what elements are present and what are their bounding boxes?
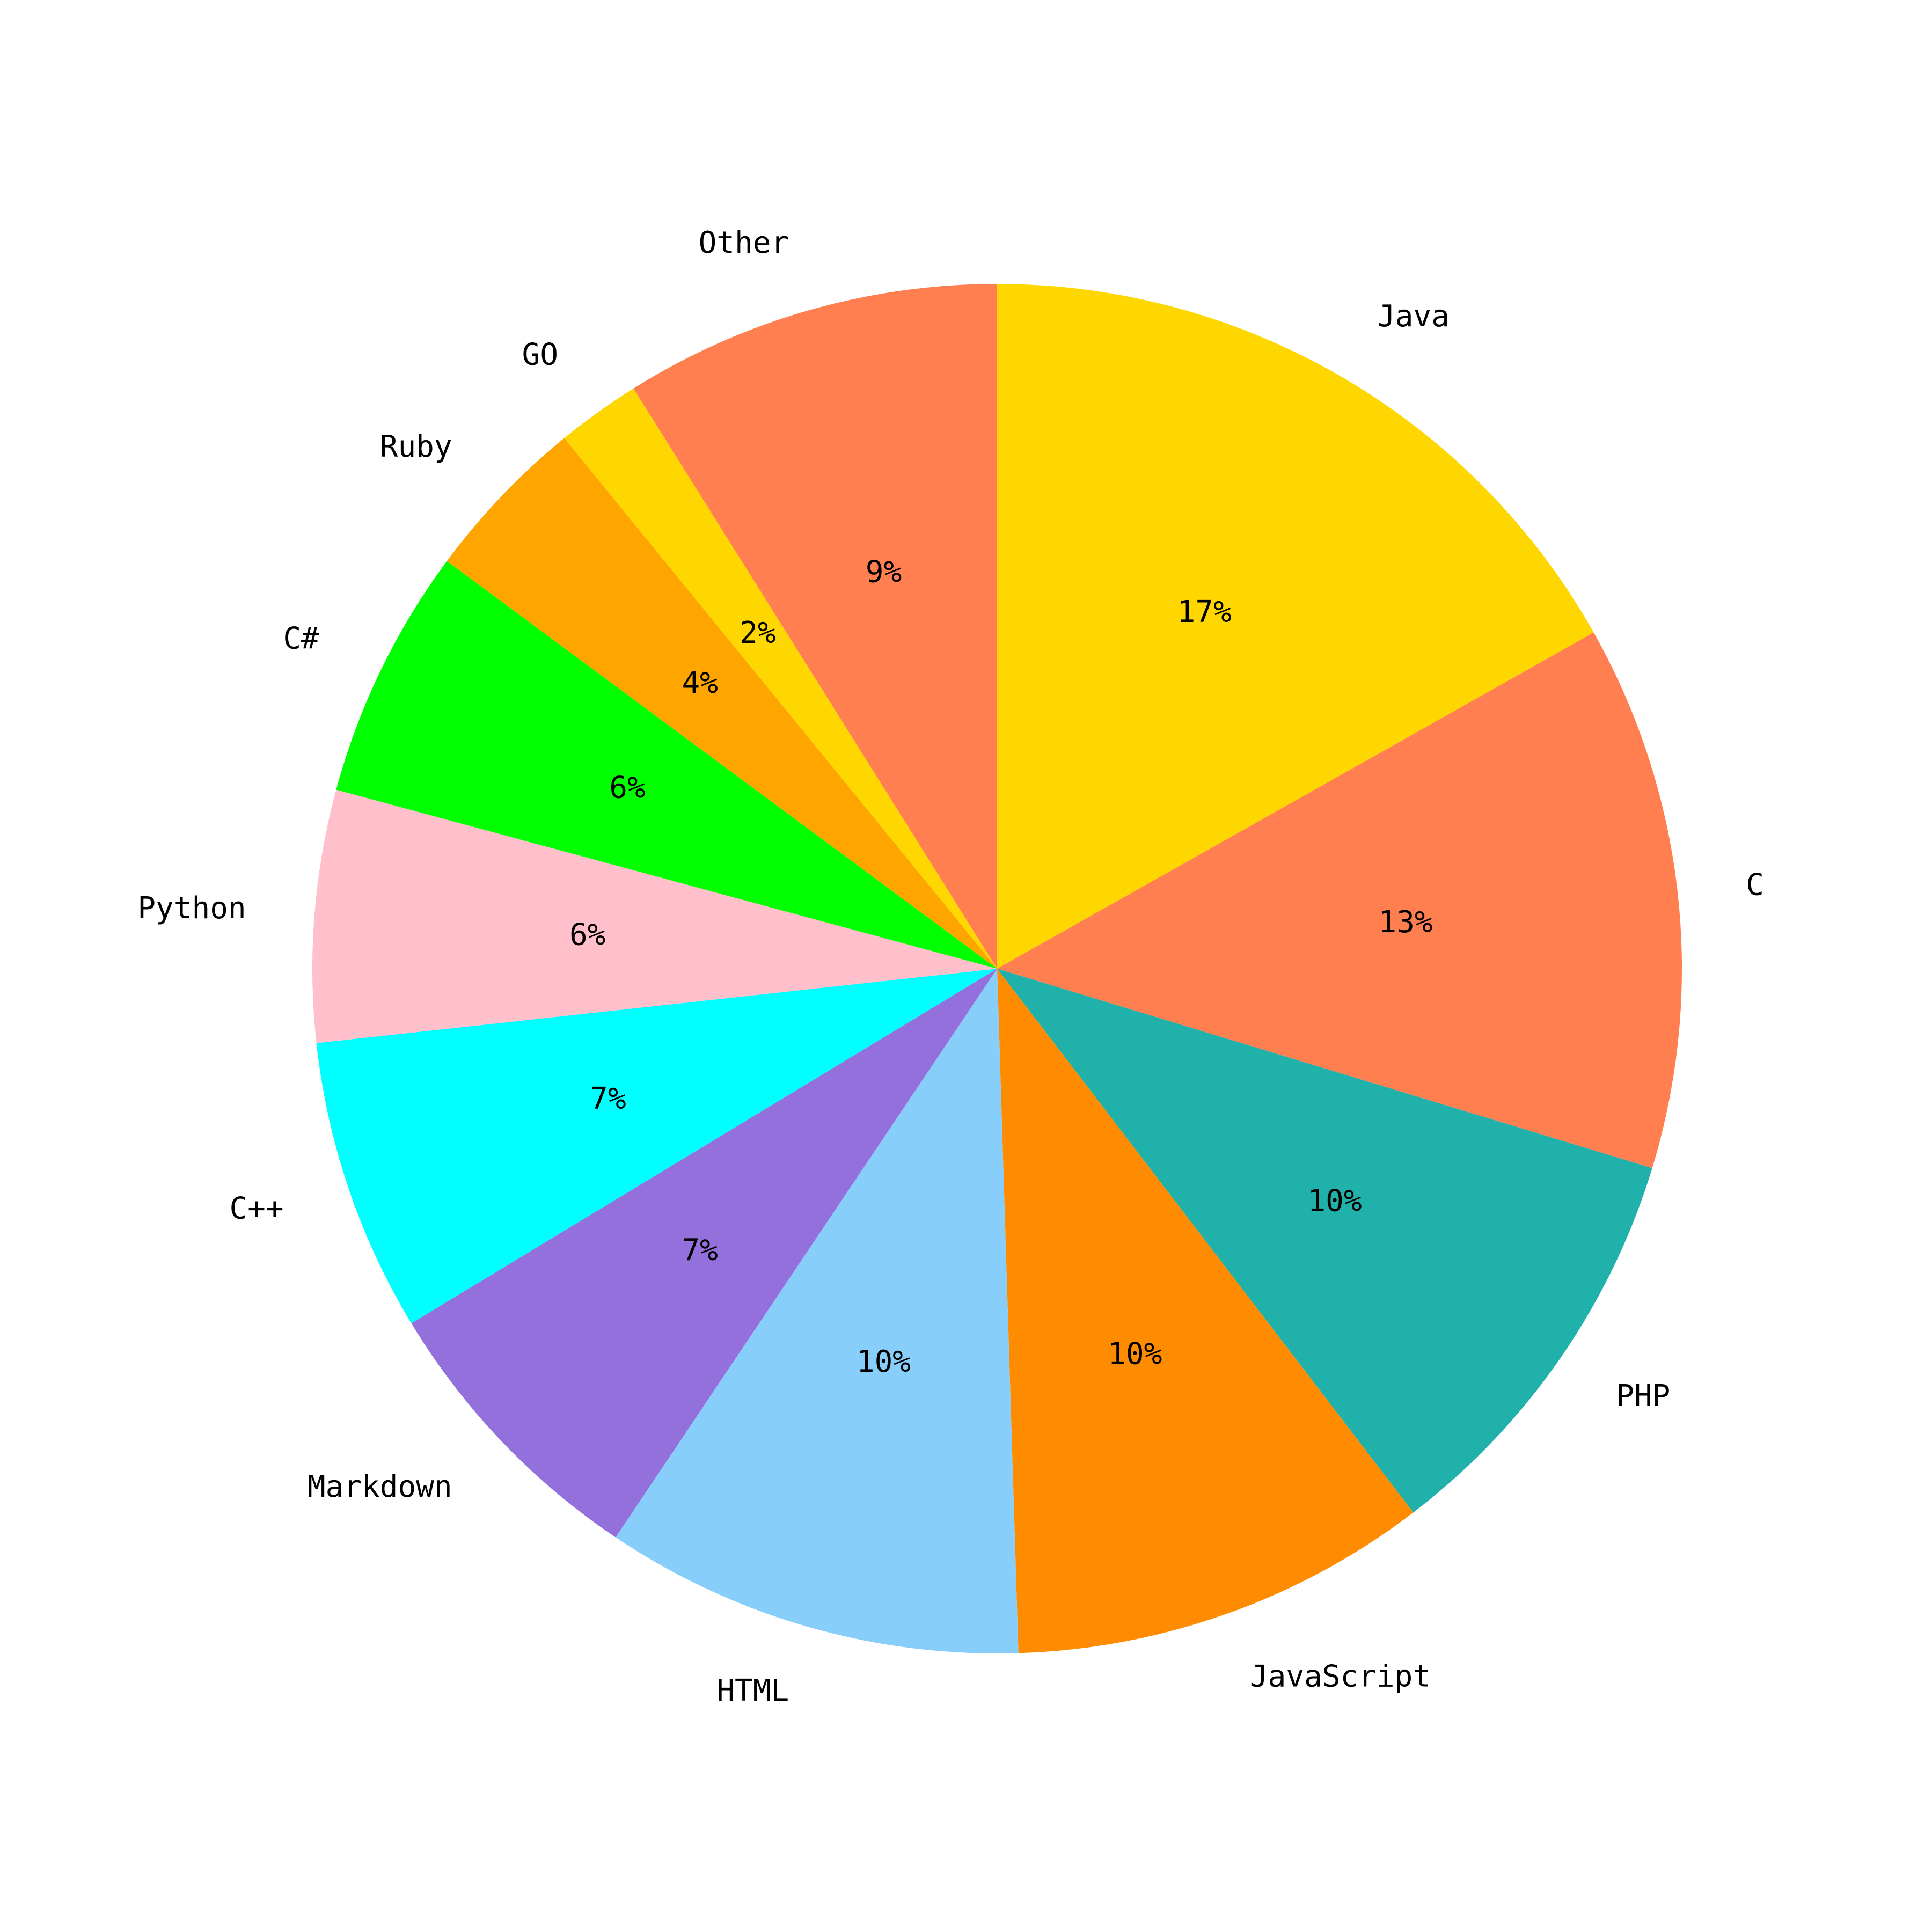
slice-label: JavaScript xyxy=(1250,1659,1431,1694)
slice-label: PHP xyxy=(1616,1379,1670,1414)
value-label: 4% xyxy=(682,666,718,701)
value-label: 9% xyxy=(866,554,902,589)
pie-slice xyxy=(997,969,1414,1653)
value-label: 10% xyxy=(1307,1184,1362,1219)
pie-slice xyxy=(997,969,1652,1513)
slice-label: C# xyxy=(283,621,319,656)
pie-slice xyxy=(997,284,1594,969)
slice-label: C++ xyxy=(229,1191,283,1226)
value-label: 2% xyxy=(740,616,775,650)
slice-label: C xyxy=(1746,868,1764,903)
value-label: 6% xyxy=(609,770,645,805)
slice-label: Markdown xyxy=(308,1469,452,1504)
value-label: 10% xyxy=(1108,1336,1162,1371)
slice-label: GO xyxy=(522,337,558,372)
slice-label: HTML xyxy=(716,1673,789,1708)
value-label: 7% xyxy=(590,1081,626,1116)
value-label: 6% xyxy=(569,918,605,953)
pie-slice xyxy=(336,561,997,969)
pie-slice xyxy=(316,969,997,1323)
slice-label: Python xyxy=(137,891,246,926)
pie-slice xyxy=(616,969,1019,1654)
slice-label: Java xyxy=(1377,299,1450,334)
pie-slice xyxy=(312,789,997,1043)
slice-label: Ruby xyxy=(380,429,452,464)
value-label: 17% xyxy=(1177,595,1232,630)
pie-slice xyxy=(411,969,997,1538)
value-label: 10% xyxy=(857,1344,911,1379)
pie-slice xyxy=(447,438,997,969)
pie-slice xyxy=(633,284,997,969)
value-label: 7% xyxy=(682,1233,718,1268)
slice-label: Other xyxy=(699,225,789,260)
value-label: 13% xyxy=(1378,905,1432,940)
pie-slice xyxy=(997,632,1682,1168)
pie-slice xyxy=(564,388,997,969)
